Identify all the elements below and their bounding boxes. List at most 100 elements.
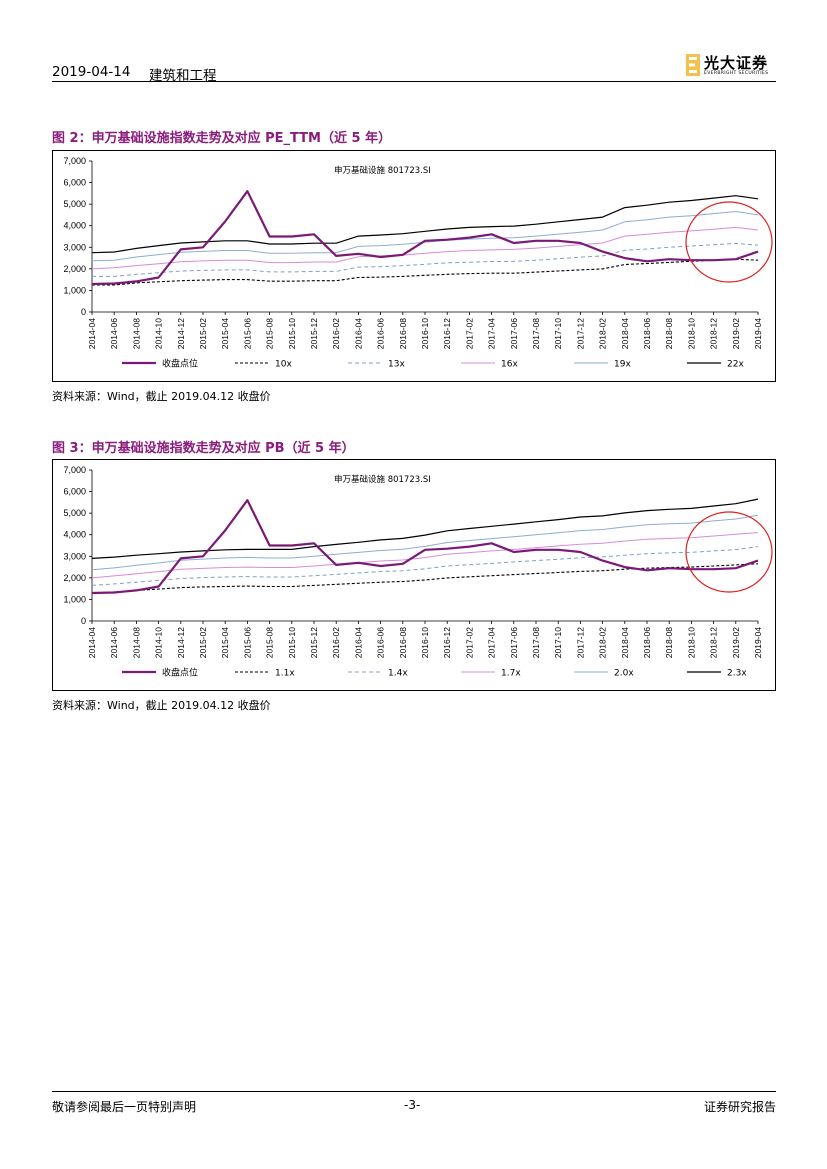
x-tick-label: 2016-08	[398, 318, 408, 349]
x-tick-label: 2017-10	[553, 627, 563, 658]
x-tick-label: 2017-12	[575, 627, 585, 658]
x-tick-label: 2018-04	[620, 318, 630, 349]
y-tick-label: 7,000	[63, 156, 86, 166]
x-tick-label: 2017-04	[487, 627, 497, 658]
highlight-circle	[685, 511, 773, 593]
y-tick-label: 4,000	[63, 530, 86, 540]
x-tick-label: 2015-02	[198, 627, 208, 658]
series-line-0	[91, 499, 759, 595]
series-line-5	[91, 195, 759, 254]
x-tick-label: 2018-10	[686, 627, 696, 658]
x-tick-label: 2015-12	[309, 318, 319, 349]
figure-2-title: 图 2：申万基础设施指数走势及对应 PE_TTM（近 5 年）	[52, 131, 392, 146]
y-tick-label: 3,000	[63, 551, 86, 561]
y-tick-label: 0	[81, 307, 86, 317]
x-tick-label: 2018-12	[709, 627, 719, 658]
x-tick-label: 2014-10	[154, 627, 164, 658]
y-tick-label: 1,000	[63, 285, 86, 295]
pb-chart: 0 1,000 2,000 3,000 4,000 5,000 6,000 7,000 2014…	[52, 459, 776, 691]
x-tick-label: 2016-04	[353, 318, 363, 349]
legend-label-1: 10x	[275, 360, 292, 370]
y-tick-label: 2,000	[63, 264, 86, 274]
x-tick-label: 2018-08	[664, 627, 674, 658]
chart-title: 申万基础设施 801723.SI	[334, 474, 431, 485]
x-tick-label: 2019-04	[753, 318, 763, 349]
x-tick-label: 2017-06	[509, 318, 519, 349]
everbright-logo: 光大证券 EVERBRIGHT SECURITIES	[686, 52, 776, 80]
x-tick-label: 2018-06	[642, 627, 652, 658]
legend-label-2: 13x	[388, 360, 405, 370]
x-tick-label: 2014-06	[109, 318, 119, 349]
page-header: 2019-04-14 建筑和工程 光大证券 EVERBRIGHT SECURIT…	[52, 54, 776, 84]
x-tick-label: 2017-12	[575, 318, 585, 349]
y-tick-label: 7,000	[63, 465, 86, 475]
x-tick-label: 2015-10	[287, 318, 297, 349]
legend-label-2: 1.4x	[388, 669, 408, 679]
x-tick-label: 2016-06	[376, 318, 386, 349]
y-tick-label: 3,000	[63, 242, 86, 252]
y-tick-label: 6,000	[63, 178, 86, 188]
x-tick-label: 2016-10	[420, 318, 430, 349]
figure-3-title: 图 3：申万基础设施指数走势及对应 PB（近 5 年）	[52, 441, 355, 456]
chart-frame	[52, 459, 776, 691]
highlight-circle	[685, 201, 773, 283]
x-tick-label: 2015-12	[309, 627, 319, 658]
figure-3-chart: 0 1,000 2,000 3,000 4,000 5,000 6,000 7,000 2014…	[52, 459, 776, 691]
x-tick-label: 2016-04	[353, 627, 363, 658]
series-line-1	[91, 563, 759, 594]
x-tick-label: 2014-12	[176, 627, 186, 658]
x-tick-label: 2017-08	[531, 318, 541, 349]
legend-label-3: 1.7x	[501, 669, 521, 679]
x-tick-label: 2017-08	[531, 627, 541, 658]
x-tick-label: 2018-02	[598, 318, 608, 349]
logo-text-en: EVERBRIGHT SECURITIES	[704, 71, 769, 76]
series-line-1	[92, 258, 759, 286]
x-tick-label: 2017-02	[464, 627, 474, 658]
series-line-4	[91, 211, 759, 262]
x-tick-label: 2016-02	[331, 318, 341, 349]
series-line-2	[92, 242, 759, 277]
x-tick-label: 2015-04	[220, 627, 230, 658]
x-tick-label: 2018-10	[686, 318, 696, 349]
x-tick-label: 2015-08	[265, 627, 275, 658]
report-sector: 建筑和工程	[149, 68, 217, 84]
x-tick-label: 2014-08	[131, 627, 141, 658]
chart-frame	[52, 150, 776, 382]
series-line-3	[91, 226, 759, 270]
x-tick-label: 2019-04	[753, 627, 763, 658]
figure-2-chart: 0 1,000 2,000 3,000 4,000 5,000 6,000 7,000 2014…	[52, 150, 776, 382]
x-tick-label: 2016-08	[398, 627, 408, 658]
x-tick-label: 2019-02	[731, 318, 741, 349]
figure-2-source: 资料来源：Wind，截止 2019.04.12 收盘价	[52, 390, 271, 403]
y-tick-label: 5,000	[63, 508, 86, 518]
x-tick-label: 2018-08	[664, 318, 674, 349]
x-tick-label: 2016-12	[442, 627, 452, 658]
x-tick-label: 2015-08	[265, 318, 275, 349]
x-tick-label: 2014-12	[176, 318, 186, 349]
chart-title: 申万基础设施 801723.SI	[334, 165, 431, 176]
series-line-5	[91, 498, 759, 559]
x-tick-label: 2014-04	[87, 318, 97, 349]
x-tick-label: 2018-12	[709, 318, 719, 349]
logo-mark-icon	[686, 54, 700, 76]
legend-label-3: 16x	[501, 360, 518, 370]
legend-label-0: 收盘点位	[162, 358, 198, 370]
footer-disclaimer: 敬请参阅最后一页特别声明	[52, 1100, 197, 1114]
pe-ttm-chart: 0 1,000 2,000 3,000 4,000 5,000 6,000 7,000 2014…	[52, 150, 776, 382]
x-tick-label: 2016-06	[376, 627, 386, 658]
figure-3-source: 资料来源：Wind，截止 2019.04.12 收盘价	[52, 699, 271, 712]
x-tick-label: 2014-10	[154, 318, 164, 349]
y-tick-label: 2,000	[63, 573, 86, 583]
footer-report-type: 证券研究报告	[703, 1100, 776, 1114]
y-tick-label: 6,000	[63, 487, 86, 497]
header-rule	[52, 81, 776, 82]
x-tick-label: 2016-12	[442, 318, 452, 349]
x-tick-label: 2016-02	[331, 627, 341, 658]
series-line-3	[91, 532, 759, 579]
x-tick-label: 2017-02	[464, 318, 474, 349]
logo-text-cn: 光大证券	[704, 54, 769, 72]
x-tick-label: 2017-10	[553, 318, 563, 349]
x-tick-label: 2015-06	[242, 627, 252, 658]
x-tick-label: 2014-08	[131, 318, 141, 349]
y-tick-label: 1,000	[63, 594, 86, 604]
